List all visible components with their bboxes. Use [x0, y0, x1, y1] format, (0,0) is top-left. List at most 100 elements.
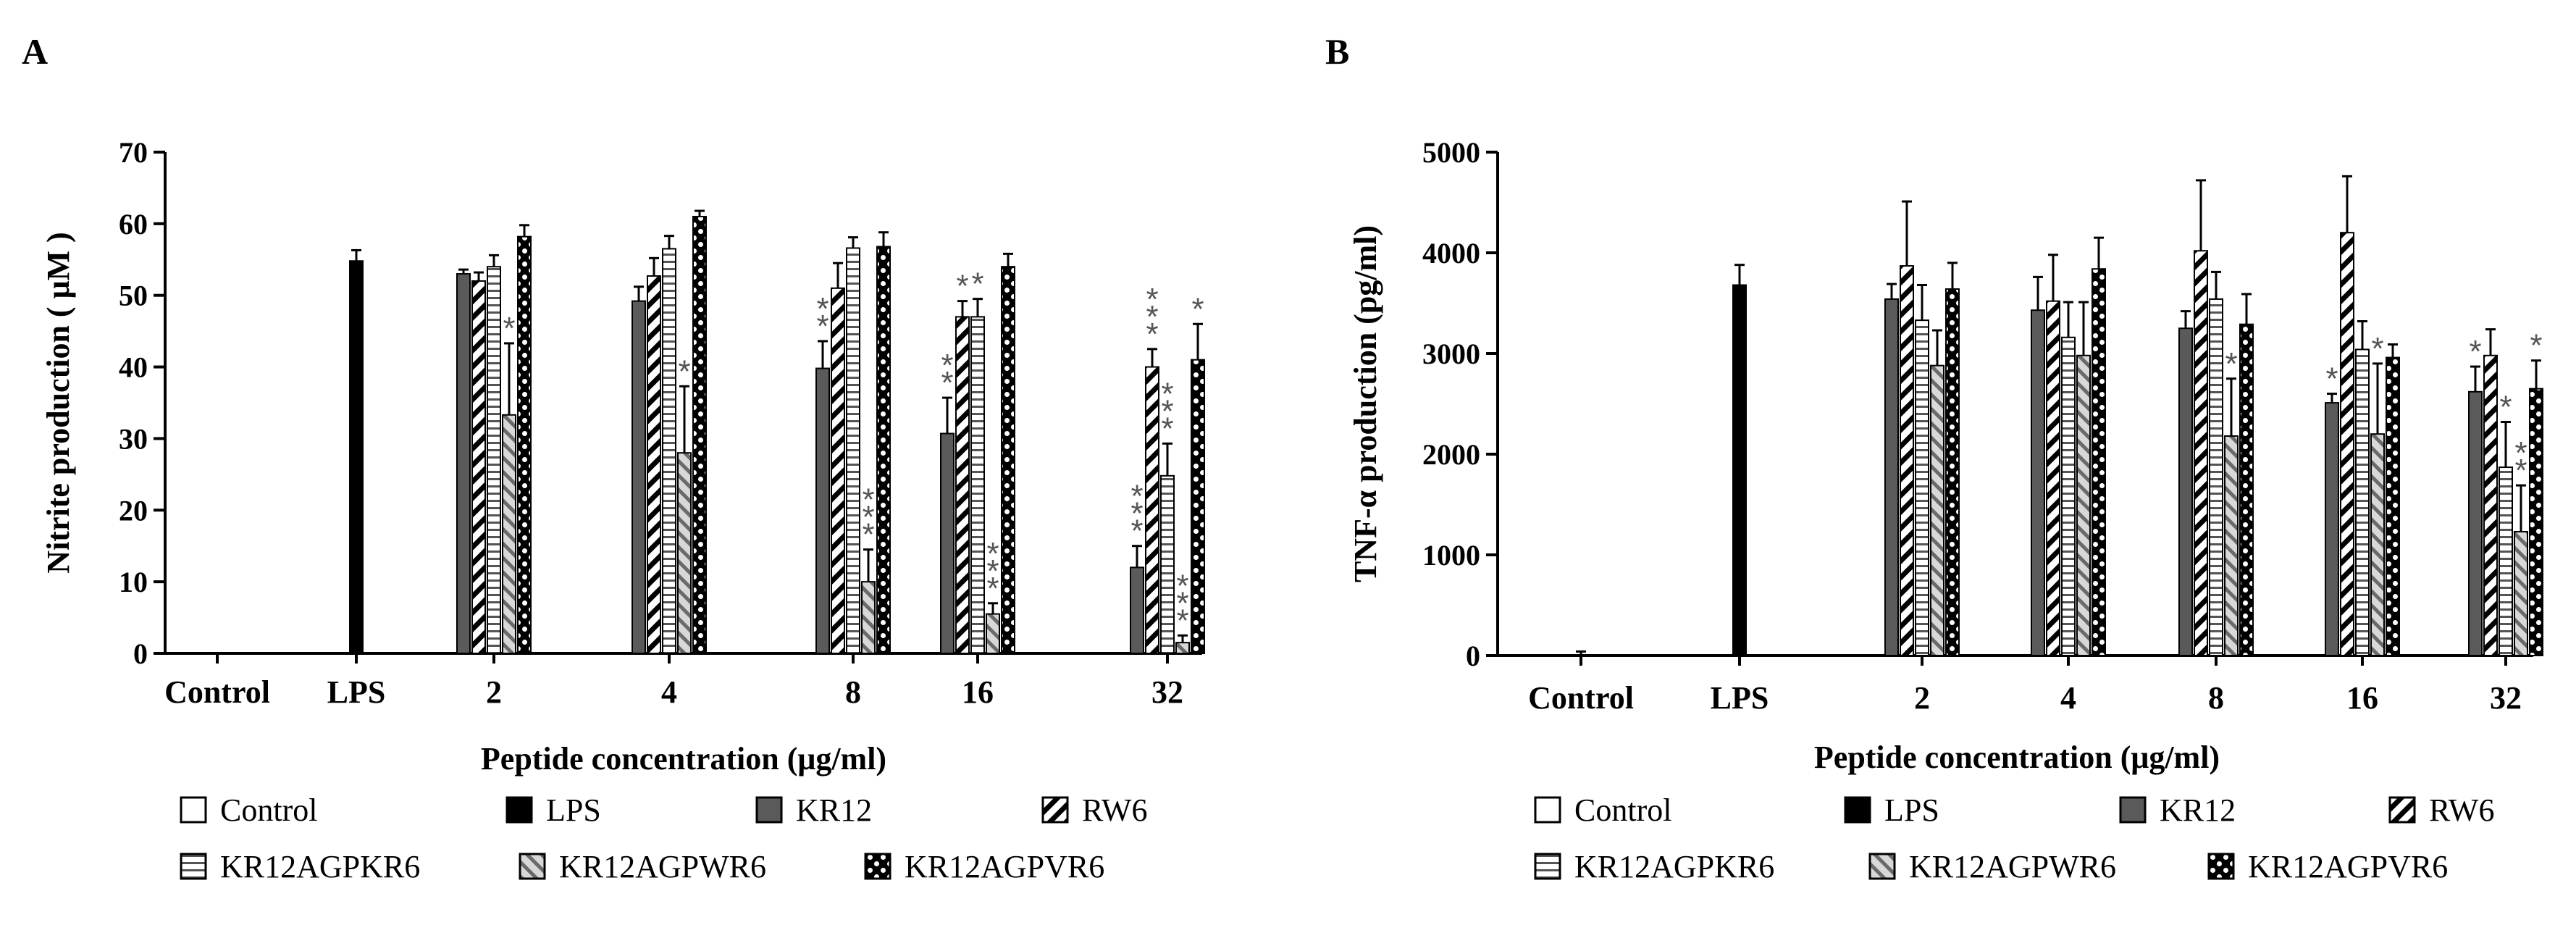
- legend-b-label-kr12: KR12: [2160, 792, 2236, 828]
- legend-b-swatch-rw6: [2388, 796, 2416, 824]
- panel-a-significance-star: *: [1146, 317, 1158, 352]
- panel-a-significance-star: *: [816, 291, 828, 327]
- panel-a-bar-2-rw6: [471, 280, 486, 654]
- panel-b-bar-2-kr12: [1884, 298, 1899, 656]
- panel-a-significance-star: *: [1176, 603, 1188, 638]
- panel-a-y-tick-label: 20: [119, 494, 148, 527]
- panel-b-bar-32-rw6: [2483, 354, 2498, 656]
- legend-a-swatch-kr12: [755, 796, 783, 824]
- legend-b-label-control: Control: [1574, 792, 1671, 828]
- panel-b-significance-star: *: [2514, 453, 2527, 488]
- panel-b-bar-4-kr12: [2031, 309, 2045, 656]
- panel-a-significance-star: *: [941, 348, 953, 383]
- panel-a-bar-32-kr12: [1130, 566, 1144, 654]
- panel-a-category-label: 4: [661, 674, 677, 710]
- legend-b-label-rw6: RW6: [2429, 792, 2494, 828]
- panel-a-x-axis-title: Peptide concentration (μg/ml): [481, 741, 886, 777]
- panel-a-bar-8-kr12agpvr6: [876, 246, 891, 654]
- panel-a-bar-4-kr12: [632, 300, 646, 654]
- panel-a-bar-16-kr12agpvr6: [1001, 266, 1015, 654]
- panel-a-significance-star: *: [816, 309, 828, 344]
- panel-a-y-tick-label: 70: [119, 136, 148, 169]
- legend-b-label-kr12agpkr6: KR12AGPKR6: [1574, 849, 1774, 884]
- legend-a-label-kr12agpwr6: KR12AGPWR6: [559, 849, 766, 884]
- panel-a-bar-2-kr12agpwr6: [502, 414, 516, 654]
- legend-b-swatch-kr12agpwr6: [1868, 853, 1896, 880]
- panel-b-significance-star: *: [2325, 361, 2338, 397]
- panel-b-bar-8-kr12agpkr6: [2209, 298, 2223, 656]
- legend-a-swatch-rw6: [1041, 796, 1069, 824]
- panel-a-y-tick-label: 0: [133, 637, 148, 670]
- panel-b-bar-16-kr12agpkr6: [2355, 348, 2370, 656]
- legend-b-swatch-kr12agpvr6: [2207, 853, 2235, 880]
- panel-b-bar-32-kr12agpwr6: [2514, 531, 2528, 657]
- panel-a-category-label: Control: [164, 674, 270, 710]
- panel-b-y-axis-title: TNF-α production (pg/ml): [1348, 225, 1383, 582]
- panel-a-significance-star: *: [1130, 514, 1143, 549]
- panel-b: B 0 1000 2000 3000 4000 5000 TNF-α production (…: [1325, 31, 2543, 775]
- panel-a-significance-star: *: [1146, 299, 1158, 335]
- panel-a-bar-16-rw6: [955, 316, 970, 654]
- panel-a-significance-star: *: [1146, 282, 1158, 317]
- legend-b-label-kr12agpwr6: KR12AGPWR6: [1909, 849, 2116, 884]
- panel-a-significance-star: *: [862, 500, 874, 535]
- legend-b-swatch-control: [1534, 796, 1561, 824]
- panel-a-y-tick-label: 10: [119, 566, 148, 598]
- panel-a-bar-4-rw6: [647, 275, 661, 655]
- panel-b-significance-star: *: [2514, 435, 2527, 471]
- panel-b-bar-16-kr12agpvr6: [2386, 356, 2400, 656]
- panel-a-significance-star: *: [986, 553, 999, 589]
- panel-a-bar-8-kr12agpwr6: [861, 581, 876, 655]
- panel-a-bar-lps-lps: [349, 260, 364, 654]
- panel-a-significance-star: *: [862, 517, 874, 553]
- panel-a-category-label: 16: [962, 674, 994, 710]
- panel-b-bar-32-kr12: [2468, 390, 2483, 656]
- panel-a-bar-8-kr12: [815, 367, 830, 654]
- panel-a-significance-star: *: [956, 269, 968, 304]
- legend-a-label-rw6: RW6: [1082, 792, 1147, 828]
- panel-a-category-label: 8: [845, 674, 861, 710]
- panel-a-bar-32-kr12agpkr6: [1160, 474, 1175, 654]
- panel-a-category-label: LPS: [327, 674, 386, 710]
- panel-b-category-label: 16: [2346, 680, 2378, 716]
- legend-b-swatch-lps: [1844, 796, 1871, 824]
- panel-a-significance-star: *: [1130, 479, 1143, 514]
- panel-b-bar-32-kr12agpkr6: [2499, 466, 2513, 656]
- legend-a: Control LPS KR12 RW6 KR12AGPKR6 KR12AGPWR6 KR1…: [180, 792, 1147, 884]
- panel-b-bar-2-kr12agpkr6: [1915, 319, 1929, 656]
- legend-a-swatch-kr12agpkr6: [180, 853, 207, 880]
- panel-a-significance-star: *: [971, 267, 983, 302]
- panel-a-bar-4-kr12agpkr6: [662, 248, 676, 654]
- panel-a-y-axis-title: Nitrite production ( μM ): [41, 232, 76, 573]
- legend-b: Control LPS KR12 RW6 KR12AGPKR6 KR12AGPWR6 KR1…: [1534, 792, 2494, 884]
- panel-b-x-axis-title: Peptide concentration (μg/ml): [1814, 740, 2220, 775]
- panel-a-y-tick-label: 60: [119, 208, 148, 240]
- panel-b-bar-8-kr12: [2178, 327, 2193, 656]
- legend-a-swatch-kr12agpwr6: [519, 853, 546, 880]
- panel-a: A 0 10 20 30 40 50 60 70 Nitrite production ( μM …: [22, 31, 1205, 777]
- legend-b-label-kr12agpvr6: KR12AGPVR6: [2248, 849, 2448, 884]
- panel-a-bar-2-kr12agpvr6: [517, 235, 532, 654]
- panel-a-significance-star: *: [1161, 376, 1173, 411]
- panel-a-significance-star: *: [1176, 585, 1188, 621]
- panel-b-category-label: 8: [2208, 680, 2224, 716]
- panel-b-bar-8-kr12agpvr6: [2239, 323, 2254, 656]
- panel-b-bar-2-rw6: [1900, 265, 1914, 656]
- panel-a-bar-16-kr12agpkr6: [970, 316, 985, 654]
- panel-b-category-label: Control: [1528, 680, 1634, 716]
- panel-a-bar-2-kr12: [456, 273, 471, 654]
- panel-a-significance-star: *: [986, 536, 999, 572]
- panel-b-bar-4-kr12agpwr6: [2076, 354, 2091, 656]
- panel-b-y-tick-label: 1000: [1422, 539, 1480, 572]
- panel-a-bar-4-kr12agpvr6: [692, 215, 707, 654]
- panel-b-significance-star: *: [2371, 331, 2383, 367]
- panel-b-y-tick-label: 3000: [1422, 338, 1480, 370]
- panel-b-category-label: 2: [1914, 680, 1930, 716]
- panel-b-bar-32-kr12agpvr6: [2529, 388, 2543, 657]
- legend-a-label-control: Control: [220, 792, 317, 828]
- panel-b-bar-16-kr12agpwr6: [2370, 433, 2385, 656]
- panel-b-letter: B: [1325, 31, 1349, 72]
- legend-a-label-lps: LPS: [546, 792, 601, 828]
- panel-a-bar-4-kr12agpwr6: [677, 452, 692, 654]
